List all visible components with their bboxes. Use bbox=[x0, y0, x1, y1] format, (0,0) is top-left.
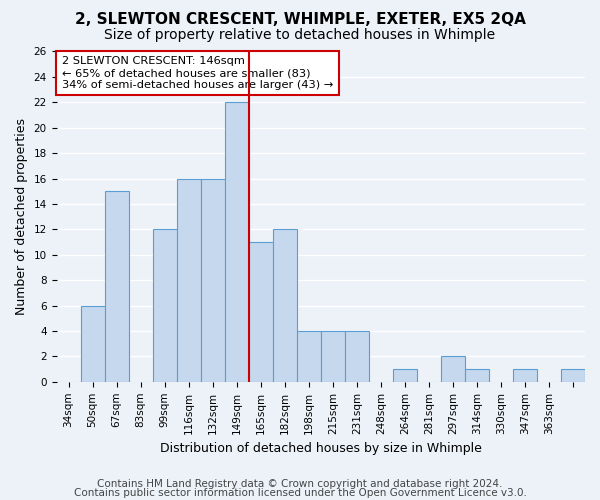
Bar bbox=[224, 102, 248, 382]
Bar bbox=[104, 192, 128, 382]
Text: Contains HM Land Registry data © Crown copyright and database right 2024.: Contains HM Land Registry data © Crown c… bbox=[97, 479, 503, 489]
Bar bbox=[200, 178, 224, 382]
Bar bbox=[273, 230, 297, 382]
Bar bbox=[465, 369, 489, 382]
Bar bbox=[80, 306, 104, 382]
Bar bbox=[441, 356, 465, 382]
Bar bbox=[176, 178, 200, 382]
Y-axis label: Number of detached properties: Number of detached properties bbox=[15, 118, 28, 315]
Bar bbox=[297, 331, 321, 382]
Text: 2 SLEWTON CRESCENT: 146sqm
← 65% of detached houses are smaller (83)
34% of semi: 2 SLEWTON CRESCENT: 146sqm ← 65% of deta… bbox=[62, 56, 333, 90]
Text: Size of property relative to detached houses in Whimple: Size of property relative to detached ho… bbox=[104, 28, 496, 42]
X-axis label: Distribution of detached houses by size in Whimple: Distribution of detached houses by size … bbox=[160, 442, 482, 455]
Bar bbox=[561, 369, 585, 382]
Text: Contains public sector information licensed under the Open Government Licence v3: Contains public sector information licen… bbox=[74, 488, 526, 498]
Bar bbox=[321, 331, 345, 382]
Bar bbox=[513, 369, 537, 382]
Bar bbox=[345, 331, 369, 382]
Text: 2, SLEWTON CRESCENT, WHIMPLE, EXETER, EX5 2QA: 2, SLEWTON CRESCENT, WHIMPLE, EXETER, EX… bbox=[74, 12, 526, 28]
Bar bbox=[248, 242, 273, 382]
Bar bbox=[152, 230, 176, 382]
Bar bbox=[393, 369, 417, 382]
